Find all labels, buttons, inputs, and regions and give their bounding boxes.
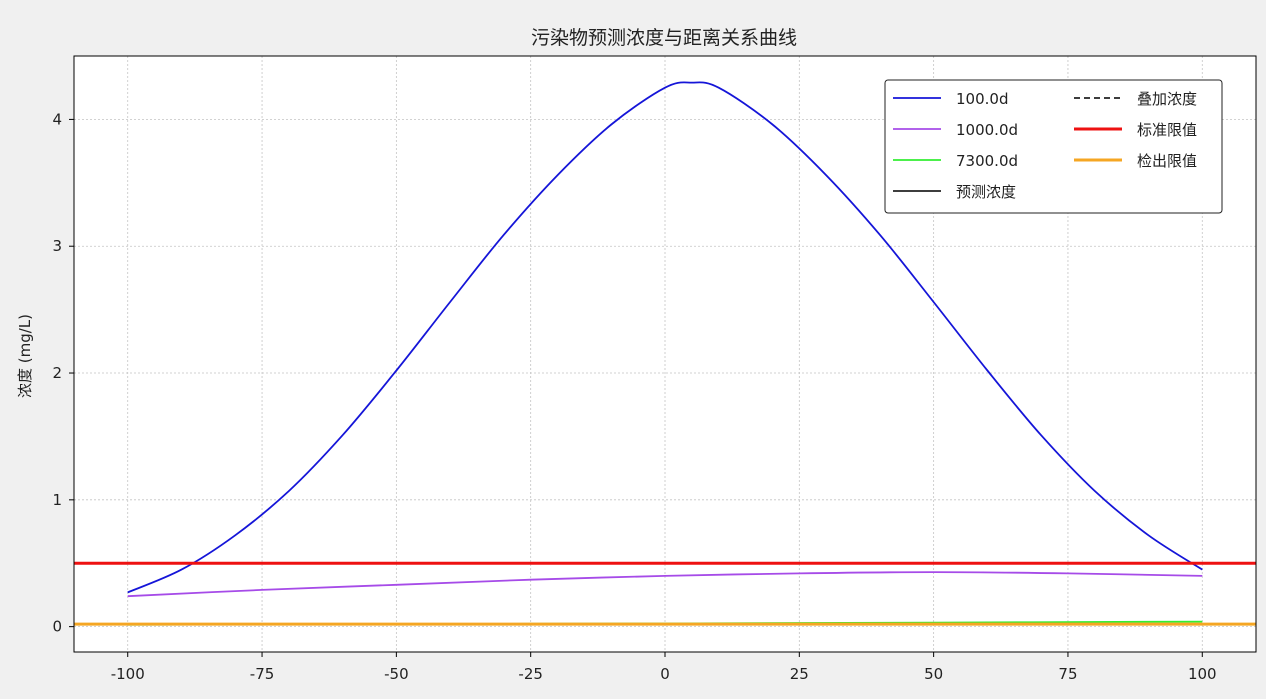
series-layer [74,81,1256,626]
chart-title: 污染物预测浓度与距离关系曲线 [531,27,797,49]
y-tick-label: 3 [52,237,62,255]
legend-label: 标准限值 [1137,121,1197,139]
y-axis-label: 浓度 (mg/L) [16,314,34,398]
y-tick-label: 2 [52,364,62,382]
legend-label: 检出限值 [1137,152,1197,170]
legend-label: 叠加浓度 [1137,90,1197,108]
x-tick-label: -100 [111,665,145,683]
grid [74,56,1256,652]
x-tick-label: 0 [660,665,670,683]
x-tick-label: 50 [924,665,943,683]
legend-label: 100.0d [956,90,1008,108]
x-tick-label: 25 [790,665,809,683]
legend-box [884,79,1223,214]
x-tick-label: 100 [1188,665,1217,683]
y-tick-label: 4 [52,110,62,128]
legend-label: 1000.0d [956,121,1018,139]
legend-label: 预测浓度 [956,183,1016,201]
x-tick-label: 75 [1058,665,1077,683]
x-tick-label: -25 [518,665,543,683]
legend-label: 7300.0d [956,152,1018,170]
x-tick-label: -50 [384,665,409,683]
series-line-1 [127,571,1203,598]
series-line-0 [127,81,1203,594]
x-tick-label: -75 [250,665,275,683]
y-tick-label: 1 [52,491,62,509]
axes: -100 -75 -50 -25 0 25 50 75 100 0 1 2 3 4 [52,110,1216,683]
y-tick-label: 0 [52,618,62,636]
